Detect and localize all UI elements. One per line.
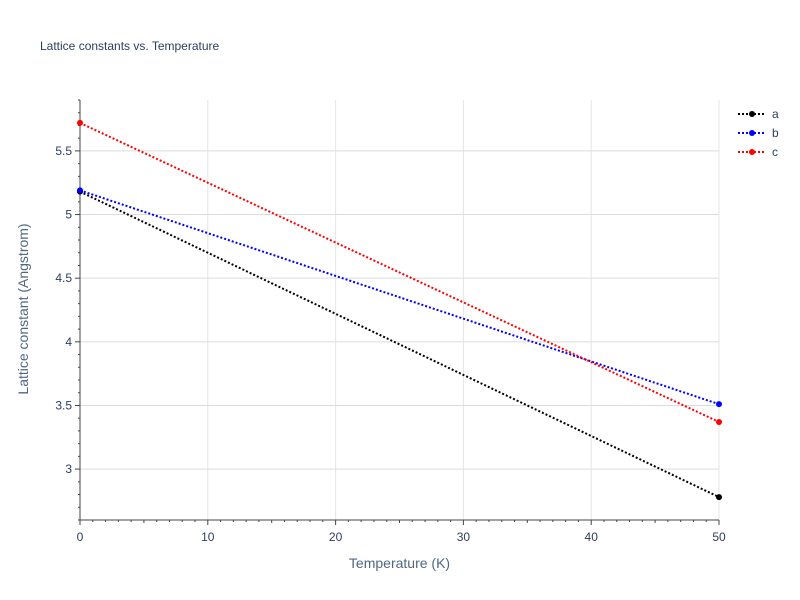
axis-layer: 0 10 20 30 40 50 3 3.5 4 4.5 5 5.5 xyxy=(55,99,726,544)
y-tick-label: 5.5 xyxy=(55,144,72,158)
legend-swatch-marker xyxy=(749,149,755,155)
y-tick-label: 3.5 xyxy=(55,398,72,412)
x-tick-label: 50 xyxy=(712,530,726,544)
legend-swatch-marker xyxy=(749,111,755,117)
y-tick-label: 3 xyxy=(65,462,72,476)
x-tick-label: 10 xyxy=(201,530,215,544)
x-axis-title: Temperature (K) xyxy=(349,555,450,571)
x-tick-label: 20 xyxy=(329,530,343,544)
grid-layer xyxy=(80,100,720,520)
legend-label: a xyxy=(772,107,779,121)
legend-item-b[interactable]: b xyxy=(738,126,779,140)
data-point-c xyxy=(716,419,722,425)
legend: abc xyxy=(738,107,779,159)
x-tick-label: 30 xyxy=(457,530,471,544)
data-point-b xyxy=(716,401,722,408)
series-line-b xyxy=(79,189,720,406)
legend-item-c[interactable]: c xyxy=(738,145,778,159)
legend-item-a[interactable]: a xyxy=(738,107,779,121)
legend-label: c xyxy=(772,145,778,159)
y-tick-label: 5 xyxy=(65,208,72,222)
y-axis-title: Lattice constant (Angstrom) xyxy=(15,223,31,394)
data-point-a xyxy=(716,494,722,501)
chart-title: Lattice constants vs. Temperature xyxy=(40,39,220,53)
data-point-c xyxy=(77,119,83,126)
legend-swatch-marker xyxy=(749,130,755,136)
series-line-c xyxy=(79,122,720,423)
x-tick-label: 0 xyxy=(77,530,84,544)
series-line-a xyxy=(79,190,720,498)
x-tick-label: 40 xyxy=(585,530,599,544)
series-layer xyxy=(77,119,722,501)
y-tick-label: 4 xyxy=(65,335,72,349)
y-tick-label: 4.5 xyxy=(55,271,72,285)
legend-label: b xyxy=(772,126,779,140)
data-point-b xyxy=(77,187,83,194)
